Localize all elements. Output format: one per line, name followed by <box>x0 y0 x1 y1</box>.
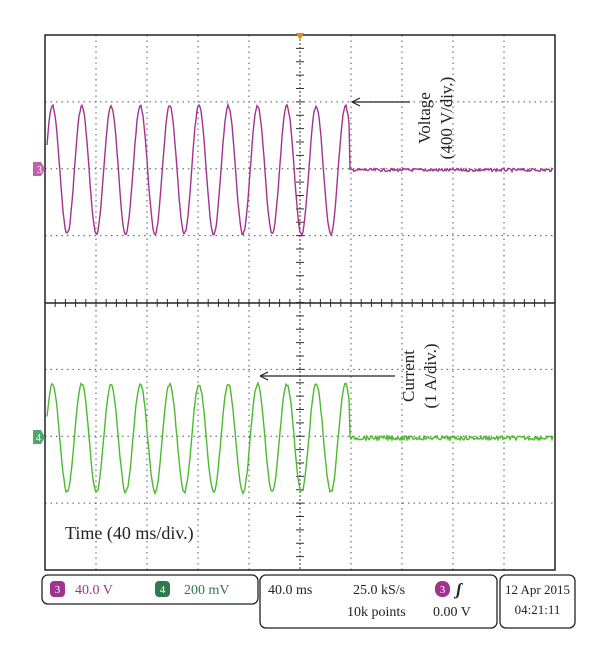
annotation: (400 V/div.) <box>437 77 456 160</box>
trigger-channel: 3 <box>440 584 446 596</box>
channel-marker-label: 4 <box>36 433 41 444</box>
channel-marker-label: 3 <box>37 165 42 176</box>
time: 04:21:11 <box>515 602 561 617</box>
channel-marker <box>33 430 45 444</box>
trigger-slope: ʃ <box>453 580 464 599</box>
channel-badge-label: 3 <box>55 584 61 596</box>
arrow-head <box>351 97 361 107</box>
time-label: Time (40 ms/div.) <box>65 523 194 544</box>
timebase: 40.0 ms <box>268 583 312 598</box>
current-trace <box>46 381 554 496</box>
annotation: Voltage <box>415 92 434 144</box>
annotation: Current <box>399 350 418 402</box>
acquisition-box <box>259 574 498 629</box>
channel-box <box>41 574 259 605</box>
channel-badge <box>155 581 170 597</box>
channel-badge <box>50 581 65 597</box>
trigger-level: 0.00 V <box>433 605 471 620</box>
annotation: (1 A/div.) <box>421 343 440 408</box>
record-length: 10k points <box>347 605 406 620</box>
sample-rate: 25.0 kS/s <box>353 583 405 598</box>
trigger-marker <box>296 33 304 40</box>
voltage-trace <box>46 102 554 237</box>
arrow-head <box>259 371 269 381</box>
channel-marker <box>33 162 45 176</box>
trigger-badge <box>435 581 450 597</box>
channel-badge-label: 4 <box>160 584 166 596</box>
date: 12 Apr 2015 <box>505 582 570 597</box>
timestamp-box <box>499 574 576 629</box>
channel-scale: 40.0 V <box>75 583 113 598</box>
channel-scale: 200 mV <box>184 583 230 598</box>
